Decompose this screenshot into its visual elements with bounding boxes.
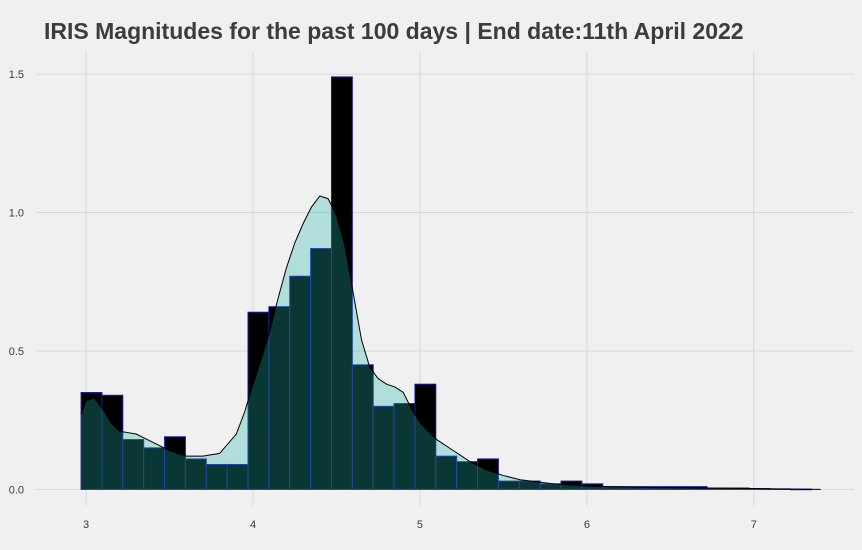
grid bbox=[36, 52, 854, 506]
y-tick-label: 0.0 bbox=[9, 484, 24, 496]
density-curve bbox=[80, 195, 821, 490]
y-tick-label: 1.5 bbox=[9, 69, 24, 81]
density-line bbox=[80, 195, 821, 490]
histogram-bars bbox=[80, 76, 812, 491]
x-tick-label: 4 bbox=[250, 519, 256, 531]
chart-title: IRIS Magnitudes for the past 100 days | … bbox=[44, 18, 744, 44]
density-area bbox=[81, 195, 821, 490]
x-tick-label: 5 bbox=[417, 519, 423, 531]
x-tick-label: 6 bbox=[584, 519, 590, 531]
x-tick-label: 7 bbox=[751, 519, 757, 531]
x-tick-label: 3 bbox=[83, 519, 89, 531]
histogram-bar bbox=[330, 76, 353, 490]
y-tick-label: 1.0 bbox=[9, 208, 24, 220]
histogram-bar bbox=[414, 383, 437, 490]
y-tick-label: 0.5 bbox=[9, 346, 24, 358]
axis-ticks: 0.0 0.5 1.0 1.5 3 4 5 6 7 bbox=[9, 69, 757, 531]
